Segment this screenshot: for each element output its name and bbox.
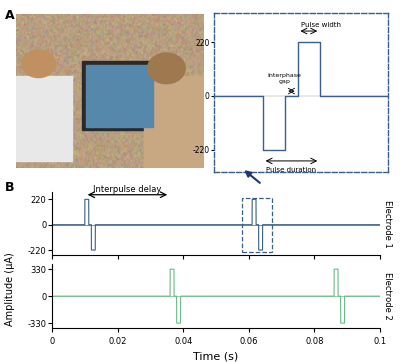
Text: B: B bbox=[5, 181, 14, 194]
Text: A: A bbox=[5, 9, 14, 22]
Bar bbox=[16, 76, 72, 161]
Text: Interphase
gap: Interphase gap bbox=[268, 73, 302, 84]
Text: Interpulse delay: Interpulse delay bbox=[93, 185, 162, 194]
Text: Pulse width: Pulse width bbox=[301, 22, 341, 28]
X-axis label: Time (s): Time (s) bbox=[193, 351, 239, 361]
Bar bbox=[86, 65, 153, 127]
Bar bbox=[242, 198, 272, 252]
Circle shape bbox=[22, 50, 56, 77]
Text: Electrode 1: Electrode 1 bbox=[383, 200, 392, 247]
Bar bbox=[144, 76, 204, 168]
Circle shape bbox=[148, 53, 185, 84]
Text: Amplitude (μA): Amplitude (μA) bbox=[5, 253, 15, 327]
Text: Pulse duration: Pulse duration bbox=[266, 167, 316, 173]
Text: Electrode 2: Electrode 2 bbox=[383, 272, 392, 320]
Bar bbox=[82, 61, 157, 130]
